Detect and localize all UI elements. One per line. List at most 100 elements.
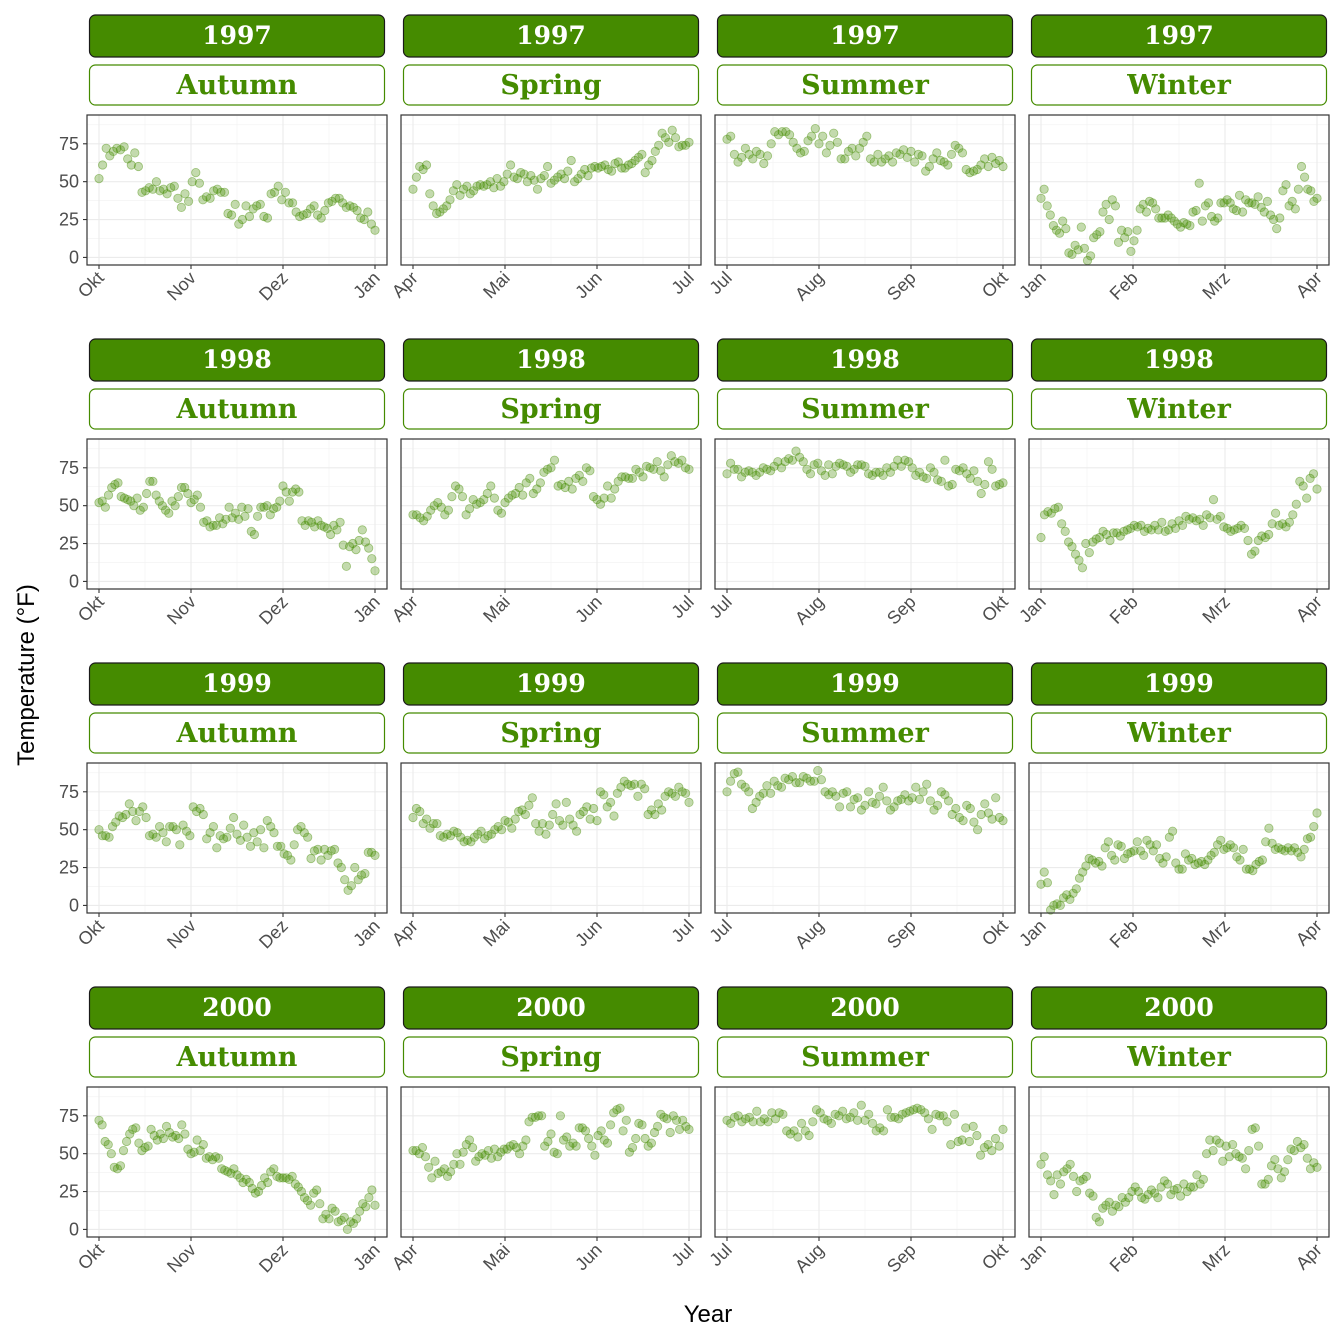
season-strip <box>1030 1036 1328 1078</box>
year-label: 2000 <box>830 993 900 1022</box>
data-point <box>726 1118 736 1129</box>
data-point <box>440 510 450 520</box>
data-point <box>266 1167 276 1177</box>
data-point <box>356 213 366 223</box>
data-point <box>818 131 828 141</box>
data-point <box>758 788 768 798</box>
data-point <box>145 476 155 486</box>
data-point <box>351 544 361 555</box>
data-point <box>209 186 219 196</box>
data-point <box>1110 855 1120 865</box>
data-point <box>224 502 234 512</box>
data-point <box>168 1132 178 1142</box>
data-point <box>1095 532 1105 543</box>
data-point <box>276 841 286 851</box>
data-point <box>961 1123 971 1133</box>
data-point <box>947 479 957 490</box>
data-point <box>247 1183 257 1194</box>
data-point <box>322 523 332 534</box>
data-point <box>277 195 287 205</box>
data-point <box>1180 849 1191 859</box>
data-point <box>217 1164 227 1174</box>
data-point <box>722 1115 732 1125</box>
data-point <box>829 128 839 138</box>
data-point <box>195 1146 205 1156</box>
data-point <box>1205 513 1215 523</box>
data-point <box>1036 532 1046 543</box>
data-point <box>348 202 359 212</box>
data-point <box>280 187 290 197</box>
data-point <box>638 472 648 482</box>
data-point <box>593 163 603 173</box>
data-point <box>925 463 936 473</box>
x-tick-label: Okt <box>978 592 1012 626</box>
data-point <box>178 820 188 830</box>
data-point <box>568 1138 578 1148</box>
data-point <box>943 796 954 806</box>
data-point <box>674 142 684 152</box>
data-point <box>968 166 979 176</box>
data-point <box>847 143 857 153</box>
data-point <box>845 802 856 812</box>
data-point <box>630 155 640 166</box>
data-point <box>411 510 422 520</box>
data-point <box>1260 1179 1270 1189</box>
data-point <box>474 1152 484 1162</box>
year-strip <box>88 338 386 382</box>
data-point <box>1135 846 1146 856</box>
data-point <box>291 484 301 494</box>
data-point <box>1039 867 1049 877</box>
panel-1998-autumn: 1998 Autumn 0 25 50 75 Okt Nov Dez Jan <box>59 338 388 628</box>
season-label: Autumn <box>176 1042 298 1073</box>
data-point <box>885 805 896 815</box>
data-point <box>118 1146 129 1156</box>
data-point <box>1293 184 1304 194</box>
data-point <box>198 1140 208 1150</box>
data-point <box>305 1200 316 1210</box>
data-point <box>500 497 510 508</box>
data-point <box>468 494 478 505</box>
data-point <box>466 837 476 847</box>
data-point <box>794 452 805 462</box>
data-point <box>1219 522 1229 532</box>
panel-1997-spring: 1997 Spring Apr Mai Jun Jul <box>388 14 702 302</box>
data-point <box>486 1153 496 1163</box>
data-point <box>473 829 483 839</box>
data-point <box>1312 193 1322 203</box>
panel-1999-summer: 1999 Summer Jul Aug Sep Okt <box>705 662 1016 952</box>
data-point <box>1284 517 1295 527</box>
data-point <box>1095 227 1105 237</box>
data-point <box>654 140 664 150</box>
data-point <box>652 457 662 467</box>
data-point <box>513 806 524 817</box>
data-point <box>284 496 294 506</box>
data-point <box>1117 1193 1127 1203</box>
data-point <box>979 1143 990 1153</box>
data-point <box>826 1118 837 1129</box>
data-point <box>908 1105 919 1115</box>
data-point <box>493 505 503 515</box>
data-point <box>806 131 817 141</box>
data-point <box>1172 1183 1183 1194</box>
data-point <box>619 776 629 786</box>
data-point <box>575 809 585 820</box>
data-point <box>798 771 808 782</box>
data-point <box>791 778 801 788</box>
data-point <box>613 157 623 167</box>
data-point <box>1046 508 1056 518</box>
data-point <box>342 1224 352 1235</box>
data-point <box>1308 469 1319 479</box>
data-point <box>94 174 104 184</box>
data-point <box>1275 213 1285 223</box>
data-point <box>477 1149 487 1159</box>
data-point <box>341 202 351 212</box>
data-point <box>842 461 852 471</box>
data-point <box>1164 525 1174 535</box>
panel-1998-spring: 1998 Spring Apr Mai Jun Jul <box>388 338 702 626</box>
data-point <box>177 1120 187 1130</box>
data-point <box>615 1103 625 1113</box>
data-point <box>932 800 943 811</box>
data-point <box>1155 853 1165 864</box>
data-point <box>684 137 694 147</box>
data-point <box>677 455 687 465</box>
